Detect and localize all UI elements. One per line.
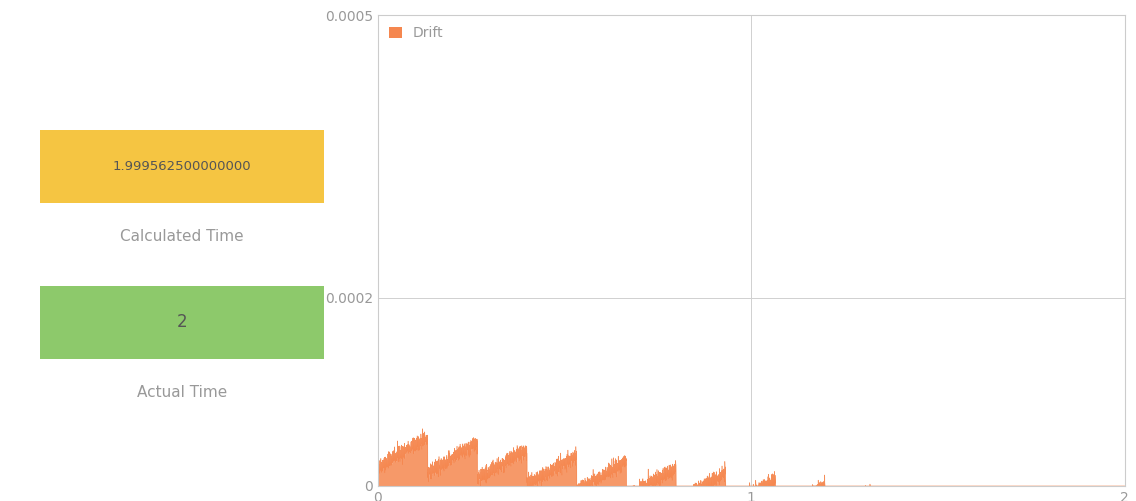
Text: 1.999562500000000: 1.999562500000000: [112, 160, 251, 173]
Legend: Drift: Drift: [385, 22, 448, 44]
Text: Calculated Time: Calculated Time: [120, 229, 244, 244]
Text: 2: 2: [177, 313, 187, 331]
Bar: [40, 286, 324, 359]
Bar: [40, 130, 324, 203]
Text: Actual Time: Actual Time: [137, 385, 227, 400]
